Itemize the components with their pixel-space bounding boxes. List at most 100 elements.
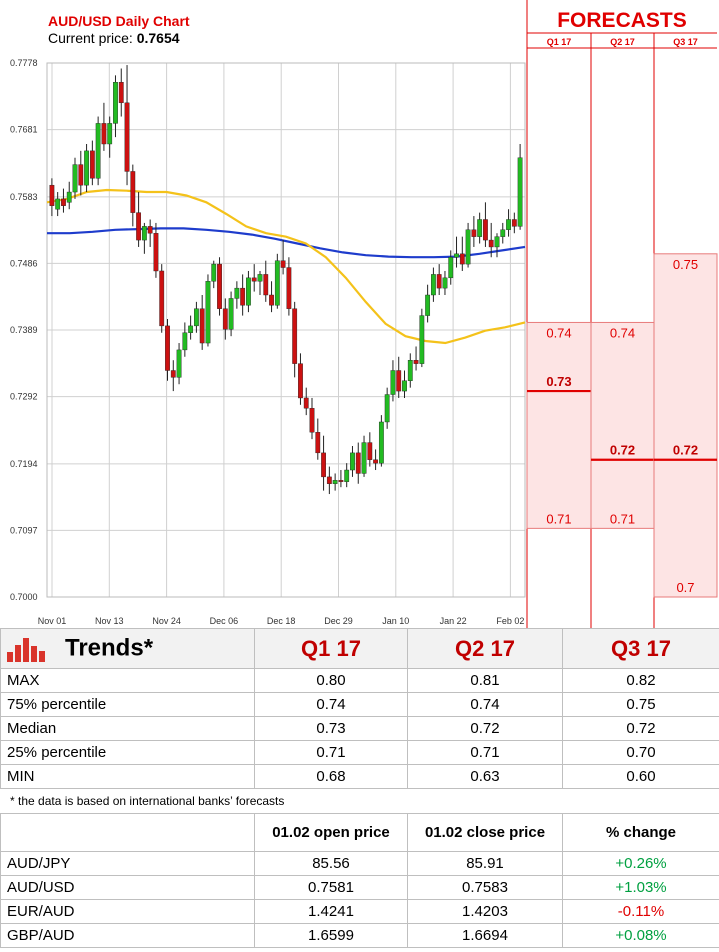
candle-body bbox=[396, 370, 402, 392]
candle-body bbox=[500, 229, 506, 237]
candle-body bbox=[280, 260, 286, 268]
table-row: Median 0.73 0.72 0.72 bbox=[0, 716, 719, 741]
cell: 85.56 bbox=[254, 851, 408, 876]
candle-body bbox=[61, 198, 66, 206]
candle-body bbox=[332, 480, 338, 484]
candle-body bbox=[361, 442, 367, 474]
ma-slow-line bbox=[47, 227, 526, 259]
candle-body bbox=[234, 287, 240, 299]
x-tick-label: Dec 18 bbox=[267, 616, 296, 626]
candle-body bbox=[66, 191, 72, 203]
table-row: MIN 0.68 0.63 0.60 bbox=[0, 764, 719, 789]
cell: 0.81 bbox=[407, 668, 563, 693]
candle-body bbox=[113, 82, 118, 124]
candle-body bbox=[257, 274, 263, 282]
bar-chart-icon bbox=[7, 637, 45, 662]
candle-body bbox=[506, 219, 511, 230]
pair-label: EUR/AUD bbox=[0, 899, 255, 924]
plot-frame bbox=[46, 62, 526, 598]
pair-label: AUD/JPY bbox=[0, 851, 255, 876]
x-tick-label: Jan 10 bbox=[382, 616, 409, 626]
ma-fast-line bbox=[46, 188, 526, 345]
forecast-range-box bbox=[653, 253, 718, 598]
fx-header-change: % change bbox=[562, 813, 719, 852]
forecast-header: FORECASTS bbox=[557, 9, 687, 32]
row-label: Median bbox=[0, 716, 255, 741]
candle-body bbox=[442, 277, 448, 289]
table-row: AUD/USD 0.7581 0.7583 +1.03% bbox=[0, 875, 719, 900]
trends-title: Trends* bbox=[65, 634, 154, 662]
candle-body bbox=[517, 157, 523, 227]
cell: 0.74 bbox=[254, 692, 408, 717]
forecast-min-label: 0.71 bbox=[546, 511, 571, 526]
row-label: 25% percentile bbox=[0, 740, 255, 765]
change-cell: -0.11% bbox=[562, 899, 719, 924]
cell: 0.7583 bbox=[407, 875, 563, 900]
candle-body bbox=[286, 267, 292, 309]
forecast-range-box bbox=[526, 321, 592, 529]
y-tick-label: 0.7681 bbox=[10, 125, 38, 135]
chart-title: AUD/USD Daily Chart bbox=[48, 13, 190, 29]
candle-body bbox=[315, 432, 321, 454]
candle-body bbox=[425, 294, 431, 316]
candle-body bbox=[55, 198, 61, 210]
y-tick-label: 0.7583 bbox=[10, 192, 38, 202]
candle-body bbox=[321, 452, 326, 478]
cell: 85.91 bbox=[407, 851, 563, 876]
candle-body bbox=[176, 349, 182, 378]
forecast-quarter-label: Q3 17 bbox=[673, 37, 698, 47]
candle-body bbox=[101, 123, 107, 145]
forecast-max-label: 0.75 bbox=[673, 257, 698, 272]
current-price-value: 0.7654 bbox=[137, 30, 180, 46]
trends-col-q3: Q3 17 bbox=[562, 628, 719, 669]
cell: 1.6599 bbox=[254, 923, 408, 948]
cell: 0.7581 bbox=[254, 875, 408, 900]
candle-body bbox=[465, 229, 471, 265]
y-tick-label: 0.7486 bbox=[10, 258, 38, 268]
candle-body bbox=[344, 469, 350, 482]
fx-header-open: 01.02 open price bbox=[254, 813, 408, 852]
candle-body bbox=[471, 229, 477, 237]
y-tick-label: 0.7097 bbox=[10, 525, 38, 535]
candle-body bbox=[298, 363, 303, 399]
candle-body bbox=[263, 274, 269, 296]
row-label: 75% percentile bbox=[0, 692, 255, 717]
forecast-quarter-label: Q2 17 bbox=[610, 37, 635, 47]
cell: 0.72 bbox=[562, 716, 719, 741]
cell: 0.72 bbox=[407, 716, 563, 741]
x-tick-label: Nov 24 bbox=[152, 616, 181, 626]
trends-table: Trends* Q1 17 Q2 17 Q3 17 MAX 0.80 0.81 0.8… bbox=[0, 628, 719, 789]
forecast-min-label: 0.71 bbox=[610, 511, 635, 526]
change-cell: +0.08% bbox=[562, 923, 719, 948]
candle-body bbox=[147, 226, 153, 234]
candle-body bbox=[182, 332, 188, 351]
change-cell: +1.03% bbox=[562, 875, 719, 900]
row-label: MIN bbox=[0, 764, 255, 789]
change-cell: +0.26% bbox=[562, 851, 719, 876]
trends-title-cell: Trends* bbox=[0, 628, 255, 669]
candle-body bbox=[130, 171, 136, 213]
candle-body bbox=[419, 315, 425, 364]
candle-body bbox=[95, 123, 101, 179]
candle-body bbox=[488, 239, 494, 248]
cell: 1.6694 bbox=[407, 923, 563, 948]
cell: 0.82 bbox=[562, 668, 719, 693]
candle-body bbox=[494, 236, 500, 248]
candle-body bbox=[459, 253, 465, 265]
candle-body bbox=[274, 260, 280, 306]
candle-body bbox=[251, 277, 257, 282]
y-tick-label: 0.7292 bbox=[10, 392, 38, 402]
candle-body bbox=[390, 370, 396, 395]
candle-body bbox=[246, 277, 251, 306]
candle-body bbox=[367, 442, 373, 460]
candle-body bbox=[303, 397, 309, 409]
pair-label: GBP/AUD bbox=[0, 923, 255, 948]
cell: 0.71 bbox=[407, 740, 563, 765]
candle-body bbox=[483, 219, 488, 241]
candle-body bbox=[309, 408, 315, 433]
forecast-quarter-label: Q1 17 bbox=[547, 37, 572, 47]
candle-body bbox=[159, 270, 165, 327]
moving-averages bbox=[46, 188, 526, 345]
cell: 0.63 bbox=[407, 764, 563, 789]
pair-label: AUD/USD bbox=[0, 875, 255, 900]
